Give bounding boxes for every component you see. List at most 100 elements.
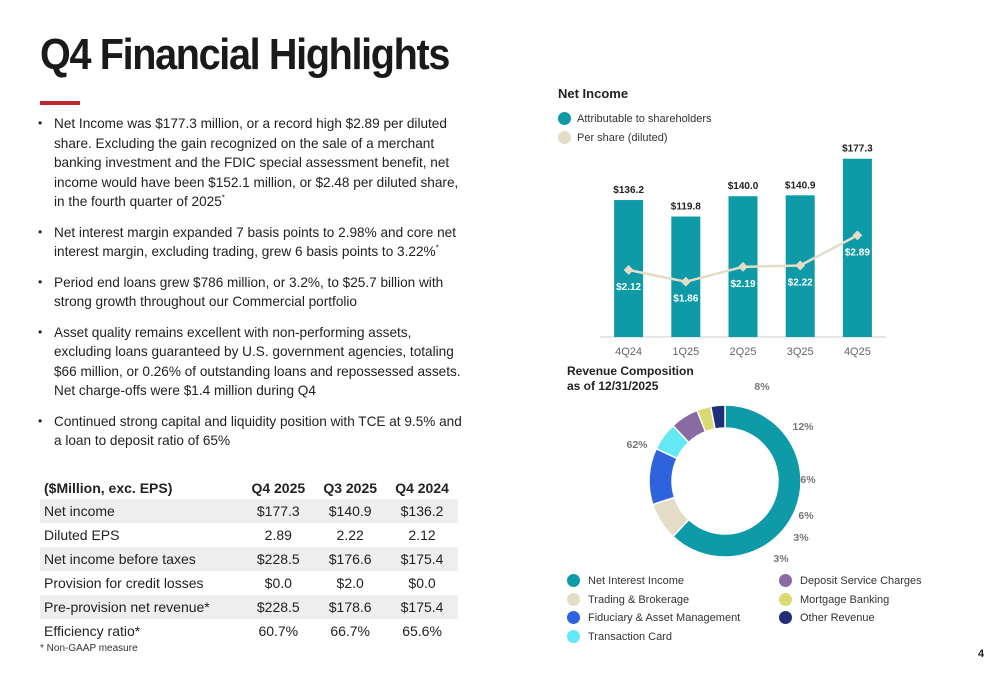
bar-value-label: $119.8 [671,202,701,213]
table-cell: $228.5 [242,595,315,619]
legend-swatch [779,611,792,624]
slice-label: 62% [626,439,648,451]
revenue-legend-item: Net Interest Income [567,574,684,587]
x-tick-label: 4Q25 [844,346,871,358]
table-cell: $175.4 [386,595,458,619]
legend-label: Fiduciary & Asset Management [588,611,741,624]
table-cell: $178.6 [314,595,387,619]
eps-point [680,276,691,287]
table-row: Net income before taxes $228.5 $176.6 $175.… [40,547,458,571]
revenue-legend-item: Other Revenue [779,611,875,624]
table-cell: 60.7% [258,623,299,639]
table-cell: Efficiency ratio* [44,623,141,639]
revenue-legend-item: Transaction Card [567,630,672,643]
table-header-cell: Q4 2025 [251,479,306,496]
table-cell: $2.0 [336,575,364,591]
revenue-chart-subtitle: as of 12/31/2025 [567,379,659,393]
legend-label: Trading & Brokerage [588,593,690,606]
legend-swatch [567,611,580,624]
legend-swatch [779,574,792,587]
table-row: Provision for credit losses $0.0 $2.0 $0.0 [40,571,458,595]
eps-value-label: $2.12 [616,282,641,293]
eps-value-label: $1.86 [673,294,698,305]
bar-value-label: $177.3 [842,144,873,155]
revenue-legend-item: Deposit Service Charges [779,574,922,587]
table-cell: 2.22 [336,527,364,543]
table-cell: Diluted EPS [44,527,120,543]
table-cell: $0.0 [408,575,436,591]
eps-value-label: $2.89 [845,247,870,258]
legend-label: Per share (diluted) [577,131,668,144]
highlight-bullet: Net interest margin expanded 7 basis poi… [38,223,468,262]
revenue-legend-item: Fiduciary & Asset Management [567,611,740,624]
table-cell: $175.4 [386,547,458,571]
table-cell: 65.6% [402,623,442,639]
slice-label: 3% [793,532,809,544]
legend-swatch [567,574,580,587]
eps-point [738,261,748,272]
eps-value-label: $2.22 [788,278,813,289]
table-cell: Pre-provision net revenue* [40,595,243,619]
legend-swatch [567,593,580,606]
highlights-list: Net Income was $177.3 million, or a reco… [38,114,468,462]
legend-swatch [558,112,571,125]
legend-swatch [567,630,580,643]
table-cell: $176.6 [314,547,387,571]
table-cell: Net income [40,499,243,523]
table-cell: Net income before taxes [40,547,243,571]
bar-value-label: $140.0 [728,181,759,192]
table-cell: $177.3 [242,499,315,523]
table-cell: $228.5 [242,547,315,571]
x-tick-label: 2Q25 [730,346,757,358]
table-row: Net income $177.3 $140.9 $136.2 [40,499,458,523]
slice-label: 12% [792,421,814,433]
table-row: Pre-provision net revenue* $228.5 $178.6 $1… [40,595,458,619]
page-number: 4 [978,648,985,660]
legend-label: Mortgage Banking [800,593,890,606]
table-cell: $140.9 [314,499,387,523]
table-cell: 2.12 [408,527,436,543]
eps-point [795,260,806,271]
legend-label: Other Revenue [800,611,875,624]
revenue-legend-item: Trading & Brokerage [567,593,689,606]
net-income-bar [842,158,872,337]
legend-swatch [779,593,792,606]
donut-slice [709,404,726,430]
financial-summary-table: ($Million, exc. EPS) Q4 2025 Q3 2025 Q4 … [40,476,458,643]
table-row: Efficiency ratio* 60.7% 66.7% 65.6% [40,619,458,643]
footnote: * Non-GAAP measure [40,643,138,654]
page-title: Q4 Financial Highlights [40,30,450,79]
table-cell: 66.7% [330,623,371,639]
bar-value-label: $136.2 [613,185,644,196]
table-cell: $0.0 [264,575,292,591]
slice-label: 8% [754,381,770,393]
eps-point [623,265,634,275]
slice-label: 3% [773,553,789,565]
eps-point [852,230,863,241]
revenue-legend-item: Mortgage Banking [779,593,889,606]
legend-item-shareholders: Attributable to shareholders [558,112,712,125]
table-cell: 2.89 [264,527,292,543]
legend-label: Transaction Card [588,630,672,643]
table-cell: Provision for credit losses [44,575,204,591]
legend-label: Attributable to shareholders [577,112,712,125]
table-cell: $136.2 [386,499,458,523]
highlight-bullet: Net Income was $177.3 million, or a reco… [38,114,468,212]
bar-value-label: $140.9 [785,180,816,191]
x-tick-label: 3Q25 [787,346,814,358]
eps-value-label: $2.19 [730,279,755,290]
revenue-chart-title-text: Revenue Composition [567,364,694,378]
highlight-bullet: Asset quality remains excellent with non… [38,323,468,401]
slice-label: 6% [798,510,814,522]
table-header-cell: Q4 2024 [395,479,449,496]
legend-swatch [558,131,571,144]
slice-label: 6% [800,474,816,486]
table-header-cell: ($Million, exc. EPS) [44,479,173,496]
donut-slice [671,404,802,558]
revenue-chart-title: Revenue Composition as of 12/31/2025 [567,364,694,394]
table-row: Diluted EPS 2.89 2.22 2.12 [40,523,458,547]
x-tick-label: 1Q25 [672,346,699,358]
table-header-cell: Q3 2025 [323,479,378,496]
